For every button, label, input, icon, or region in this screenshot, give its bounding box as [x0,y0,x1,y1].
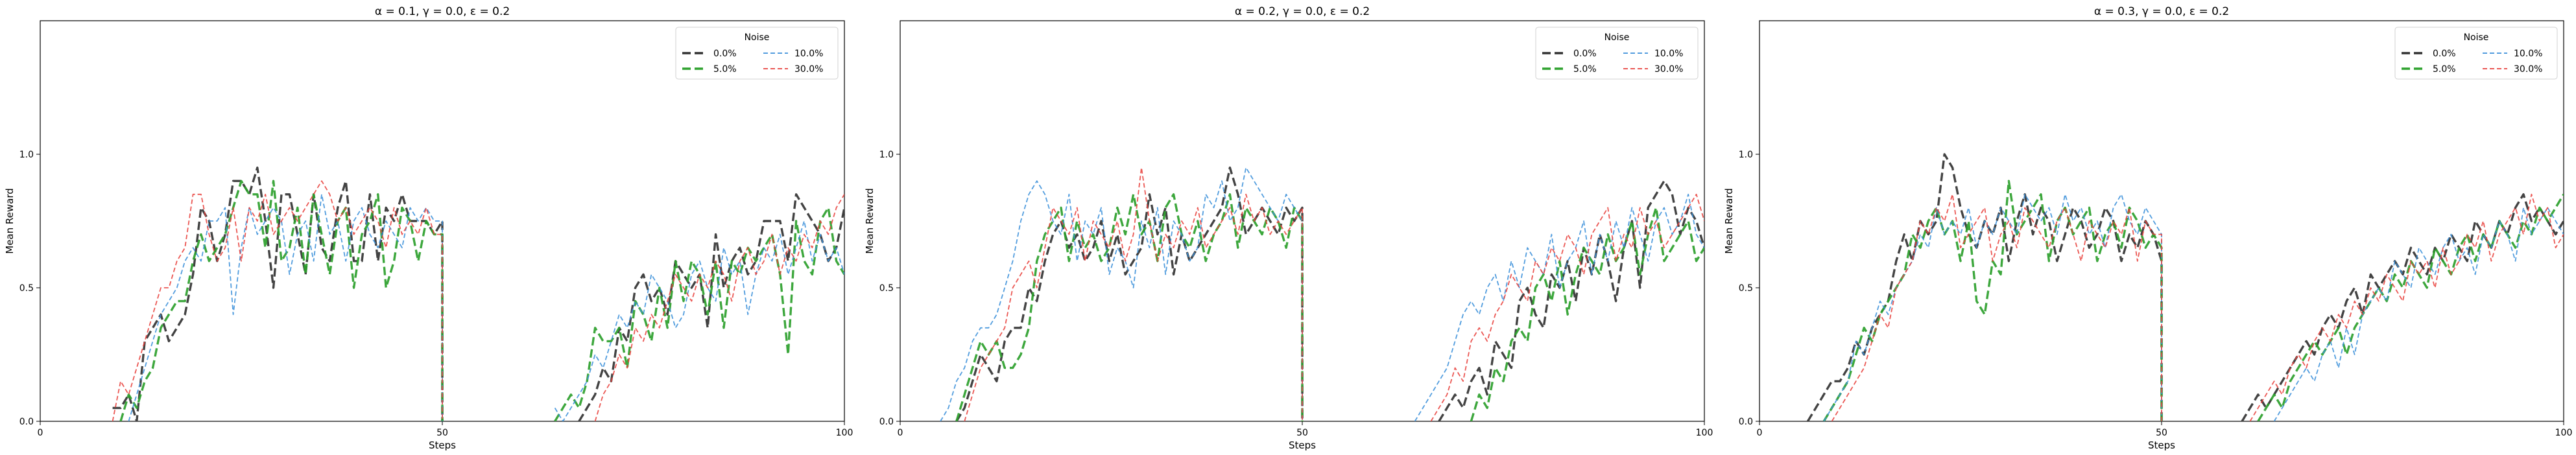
legend-entry: 10.0% [1654,49,1683,59]
chart-panel-3: α = 0.3, γ = 0.0, ε = 0.2 0 50 100 0.0 0.5 1.0… [1723,5,2572,451]
y-tick-label: 0.0 [879,417,894,427]
y-tick-label: 1.0 [879,150,894,160]
series-5-0pct [119,180,844,421]
series-line [964,167,1303,421]
series-line [554,206,844,421]
series-line [594,194,844,421]
series-30-0pct [964,167,1704,421]
legend-title: Noise [745,32,770,43]
series-line [940,167,1303,421]
legend-entry: 5.0% [1573,64,1597,75]
y-tick-label: 1.0 [1739,150,1753,160]
legend-entry: 30.0% [1654,64,1683,75]
series-0-0pct [112,166,844,421]
legend-entry: 30.0% [794,64,823,75]
series-line [1414,193,1704,421]
x-axis-label: Steps [429,439,456,451]
y-axis-label: Mean Reward [4,188,16,254]
chart-title: α = 0.2, γ = 0.0, ε = 0.2 [1235,5,1370,18]
series-line [2273,207,2564,421]
chart-title: α = 0.1, γ = 0.0, ε = 0.2 [375,5,510,18]
series-line [578,193,844,421]
legend-box [1535,27,1699,80]
legend: Noise 0.0% 5.0% 10.0% 30.0% [2394,27,2558,80]
legend-entry: 5.0% [2433,64,2456,75]
series-10-0pct [1823,193,2564,421]
legend-entry: 5.0% [713,64,737,75]
legend-title: Noise [2464,32,2489,43]
series-0-0pct [955,166,1704,421]
series-line [1823,193,2162,421]
series-line [554,220,844,421]
chart-panel-2: α = 0.2, γ = 0.0, ε = 0.2 0 50 100 0.0 0.5 1.0… [864,5,1713,451]
y-axis-label: Mean Reward [1723,188,1735,254]
series-line [119,180,444,421]
y-tick-label: 0.5 [19,283,34,294]
series-10-0pct [128,193,844,421]
series-line [2249,193,2564,421]
series-line [112,166,444,421]
x-tick-label: 50 [1296,428,1308,438]
x-tick-label: 50 [436,428,448,438]
series-line [1831,193,2162,421]
series-0-0pct [1806,153,2564,421]
x-tick-label: 0 [1757,428,1763,438]
x-tick-label: 100 [2555,428,2573,438]
legend-entry: 10.0% [794,49,823,59]
legend-entry: 0.0% [1573,49,1597,59]
legend-entry: 10.0% [2514,49,2542,59]
series-line [1806,153,2163,421]
series-line [2257,193,2564,421]
chart-panel-1: α = 0.1, γ = 0.0, ε = 0.2 0 50 100 0.0 0.5 1.0… [4,5,853,451]
y-tick-label: 0.0 [19,417,34,427]
series-10-0pct [940,167,1704,421]
legend: Noise 0.0% 5.0% 10.0% 30.0% [675,27,839,80]
x-axis-label: Steps [2148,439,2175,451]
series-line [1438,180,1704,421]
chart-title: α = 0.3, γ = 0.0, ε = 0.2 [2094,5,2229,18]
legend-entry: 0.0% [713,49,737,59]
series-line [955,166,1304,421]
series-30-0pct [1831,193,2564,421]
y-tick-label: 1.0 [19,150,34,160]
series-line [955,193,1304,421]
legend-title: Noise [1604,32,1630,43]
x-tick-label: 0 [898,428,903,438]
legend-box [675,27,839,80]
legend-entry: 0.0% [2433,49,2456,59]
series-line [128,193,443,421]
x-axis-label: Steps [1289,439,1316,451]
y-tick-label: 0.5 [879,283,894,294]
y-tick-label: 0.0 [1739,417,1753,427]
series-line [1822,180,2163,421]
x-tick-label: 50 [2156,428,2167,438]
x-tick-label: 100 [836,428,853,438]
x-tick-label: 0 [38,428,43,438]
legend-entry: 30.0% [2514,64,2542,75]
series-30-0pct [112,180,844,421]
legend: Noise 0.0% 5.0% 10.0% 30.0% [1535,27,1699,80]
x-tick-label: 100 [1696,428,1713,438]
series-line [1470,206,1704,421]
y-tick-label: 0.5 [1739,283,1753,294]
y-axis-label: Mean Reward [864,188,876,254]
series-line [112,180,443,421]
series-line [2241,193,2564,421]
legend-box [2394,27,2558,80]
series-5-0pct [955,193,1704,421]
